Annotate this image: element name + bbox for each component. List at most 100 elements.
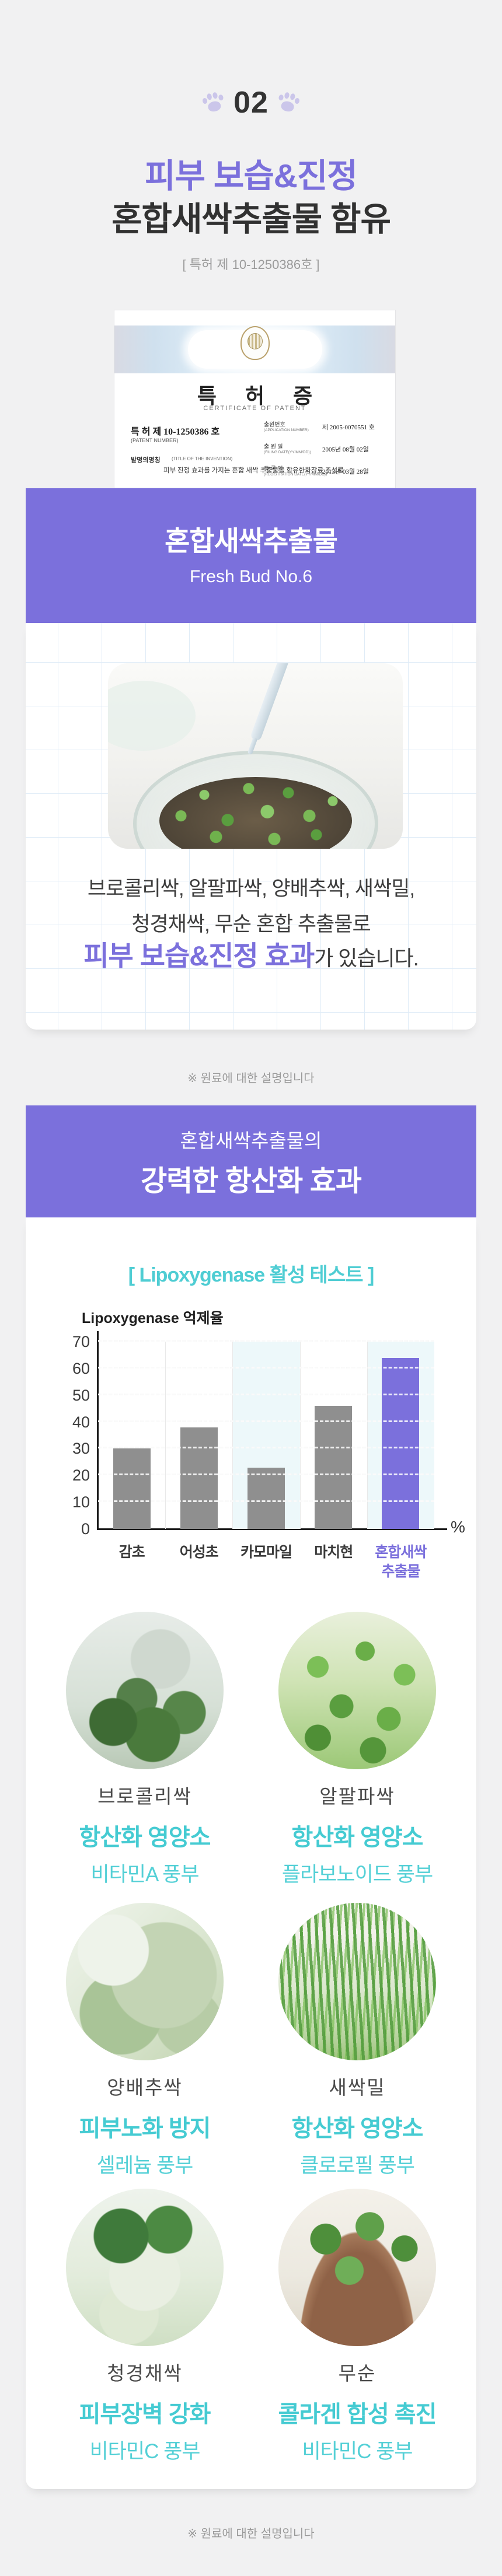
paw-left-icon — [201, 91, 226, 115]
ingredient-benefit: 피부노화 방지 — [79, 2116, 211, 2141]
ingredient-name: 무순 — [338, 2364, 376, 2385]
column-separator — [367, 1342, 368, 1529]
intro-highlight: 피부 보습&진정 효과 — [83, 940, 315, 971]
ingredient-benefit: 항산화 영양소 — [79, 1825, 211, 1850]
extract-banner-title: 혼합새싹추출물 — [165, 526, 338, 556]
ingredient-card: 브로콜리싹 항산화 영양소 비타민A 풍부 — [31, 1612, 259, 1888]
certificate-invention-title: 피부 진정 효과를 가지는 혼합 새싹 추출물을 함유한화장료 조성물 — [163, 467, 344, 474]
y-tick-label: 10 — [72, 1493, 90, 1511]
intro-line3: 피부 보습&진정 효과가 있습니다. — [0, 933, 502, 974]
column-separator — [165, 1342, 166, 1529]
intro-tail: 가 있습니다. — [314, 946, 419, 970]
ingredient-card: 무순 콜라겐 합성 촉진 비타민C 풍부 — [243, 2189, 471, 2465]
gridline-overlay — [98, 1340, 434, 1342]
ingredient-nutrient: 클로로필 풍부 — [300, 2154, 415, 2177]
certificate-row: 출원번호 (APPLICATION NUMBER) 제 2005-0070551… — [264, 422, 392, 433]
ingredient-photo-bokchoy-sprout — [66, 2189, 224, 2346]
certificate-row-label-sub: (FILING DATE(YY/MM/DD)) — [264, 450, 311, 454]
chart-x-axis — [97, 1528, 447, 1530]
certificate-emblem-icon — [240, 326, 270, 360]
ingredient-photo-cabbage-sprout — [66, 1903, 224, 2060]
category-label: 혼합새싹 추출물 — [375, 1544, 427, 1580]
pipette-icon — [249, 663, 290, 742]
section-number: 02 — [233, 86, 269, 120]
category-label: 어성초 — [179, 1544, 219, 1560]
bar — [315, 1406, 353, 1529]
certificate-row: 출 원 일 (FILING DATE(YY/MM/DD)) 2005년 08월 … — [264, 444, 392, 455]
gridline-overlay — [98, 1447, 434, 1449]
y-tick-label: 0 — [81, 1520, 90, 1538]
test-heading: [ Lipoxygenase 활성 테스트 ] — [128, 1264, 375, 1286]
bar-chart-plot: 0 10 20 30 40 50 60 70 — [72, 1333, 434, 1538]
certificate-patent-number-sub: (PATENT NUMBER) — [131, 438, 179, 443]
gridline-overlay — [98, 1420, 434, 1422]
footnote-1: ※ 원료에 대한 설명입니다 — [187, 1072, 315, 1085]
antioxidant-banner: 혼합새싹추출물의 강력한 항산화 효과 — [26, 1105, 476, 1217]
ingredient-photo-broccoli-sprout — [66, 1612, 224, 1769]
y-tick-label: 60 — [72, 1359, 90, 1377]
ingredient-nutrient: 비타민C 풍부 — [89, 2440, 200, 2463]
certificate-row-label-sub: (REGISTRATION DATE(YY/MM/DD)) — [264, 473, 327, 477]
intro-line2: 청경채싹, 무순 혼합 추출물로 — [131, 913, 371, 936]
category-label: 감초 — [118, 1544, 145, 1560]
bar — [180, 1427, 218, 1529]
dish-sprouts — [138, 751, 372, 849]
gridline-overlay — [98, 1393, 434, 1395]
ingredient-nutrient: 셀레늄 풍부 — [96, 2154, 194, 2177]
patent-ref: [ 특허 제 10-1250386호 ] — [182, 257, 320, 272]
ingredient-photo-wheat-sprout — [278, 1903, 436, 2060]
certificate-subtitle: CERTIFICATE OF PATENT — [203, 405, 306, 412]
ingredient-name: 양배추싹 — [107, 2078, 183, 2099]
ingredient-nutrient: 비타민C 풍부 — [302, 2440, 413, 2463]
y-tick-label: 50 — [72, 1386, 90, 1404]
certificate-row-label: 등 록 일 — [264, 466, 283, 473]
certificate-row-label-sub: (APPLICATION NUMBER) — [264, 428, 309, 432]
ingredient-card: 양배추싹 피부노화 방지 셀레늄 풍부 — [31, 1903, 259, 2179]
category-label: 마치현 — [314, 1544, 353, 1560]
section-header: 02 — [0, 85, 502, 120]
certificate-row-value: 제 2005-0070551 호 — [322, 424, 375, 431]
certificate-row-value: 2013년 03월 28일 — [322, 468, 369, 475]
bar — [247, 1467, 285, 1529]
intro-line1: 브로콜리싹, 알팔파싹, 양배추싹, 새싹밀, — [87, 877, 415, 900]
bar — [113, 1448, 151, 1529]
chart-title: Lipoxygenase 억제율 — [82, 1310, 224, 1326]
column-separator — [232, 1342, 233, 1529]
certificate-invention-label: 발명의명칭 — [131, 457, 161, 464]
sprout-photo — [108, 663, 403, 849]
footnote-2: ※ 원료에 대한 설명입니다 — [187, 2528, 315, 2540]
ingredient-benefit: 피부장벽 강화 — [79, 2402, 211, 2427]
chart-category-labels: 감초 어성초 카모마일 마치현 혼합새싹 추출물 — [98, 1543, 434, 1581]
category-label: 카모마일 — [240, 1544, 292, 1560]
column-separator — [299, 1342, 301, 1529]
ingredient-nutrient: 비타민A 풍부 — [90, 1863, 199, 1886]
gridline-overlay — [98, 1474, 434, 1476]
y-tick-label: 20 — [72, 1466, 90, 1485]
ingredient-card: 알팔파싹 항산화 영양소 플라보노이드 풍부 — [243, 1612, 471, 1888]
y-tick-label: 40 — [72, 1413, 90, 1431]
patent-certificate: 특 허 증 CERTIFICATE OF PATENT 특 허 제 10-125… — [114, 310, 396, 488]
chart-y-axis — [97, 1331, 99, 1530]
extract-banner-subtitle: Fresh Bud No.6 — [189, 567, 313, 586]
ingredient-name: 알팔파싹 — [319, 1787, 395, 1808]
ingredient-name: 청경채싹 — [107, 2364, 183, 2385]
ingredient-card: 새싹밀 항산화 영양소 클로로필 풍부 — [243, 1903, 471, 2179]
certificate-invention-label-sub: (TITLE OF THE INVENTION) — [172, 456, 233, 461]
certificate-row: 등 록 일 (REGISTRATION DATE(YY/MM/DD)) 2013… — [264, 467, 392, 477]
certificate-patent-number: 특 허 제 10-1250386 호 — [131, 427, 220, 437]
photo-backdrop — [108, 681, 196, 751]
ingredient-benefit: 항산화 영양소 — [291, 2116, 424, 2141]
certificate-row-label: 출 원 일 — [264, 444, 283, 450]
antioxidant-banner-line2: 강력한 항산화 효과 — [141, 1166, 362, 1197]
ingredient-name: 브로콜리싹 — [97, 1787, 192, 1808]
paw-right-icon — [276, 91, 301, 115]
ingredient-card: 청경채싹 피부장벽 강화 비타민C 풍부 — [31, 2189, 259, 2465]
extract-banner: 혼합새싹추출물 Fresh Bud No.6 — [26, 488, 476, 623]
gridline-overlay — [98, 1500, 434, 1503]
y-tick-label: 30 — [72, 1440, 90, 1458]
antioxidant-banner-line1: 혼합새싹추출물의 — [180, 1130, 322, 1152]
page-title-accent: 피부 보습&진정 — [145, 158, 358, 195]
certificate-row-value: 2005년 08월 02일 — [322, 446, 369, 453]
ingredient-nutrient: 플라보노이드 풍부 — [281, 1863, 433, 1886]
